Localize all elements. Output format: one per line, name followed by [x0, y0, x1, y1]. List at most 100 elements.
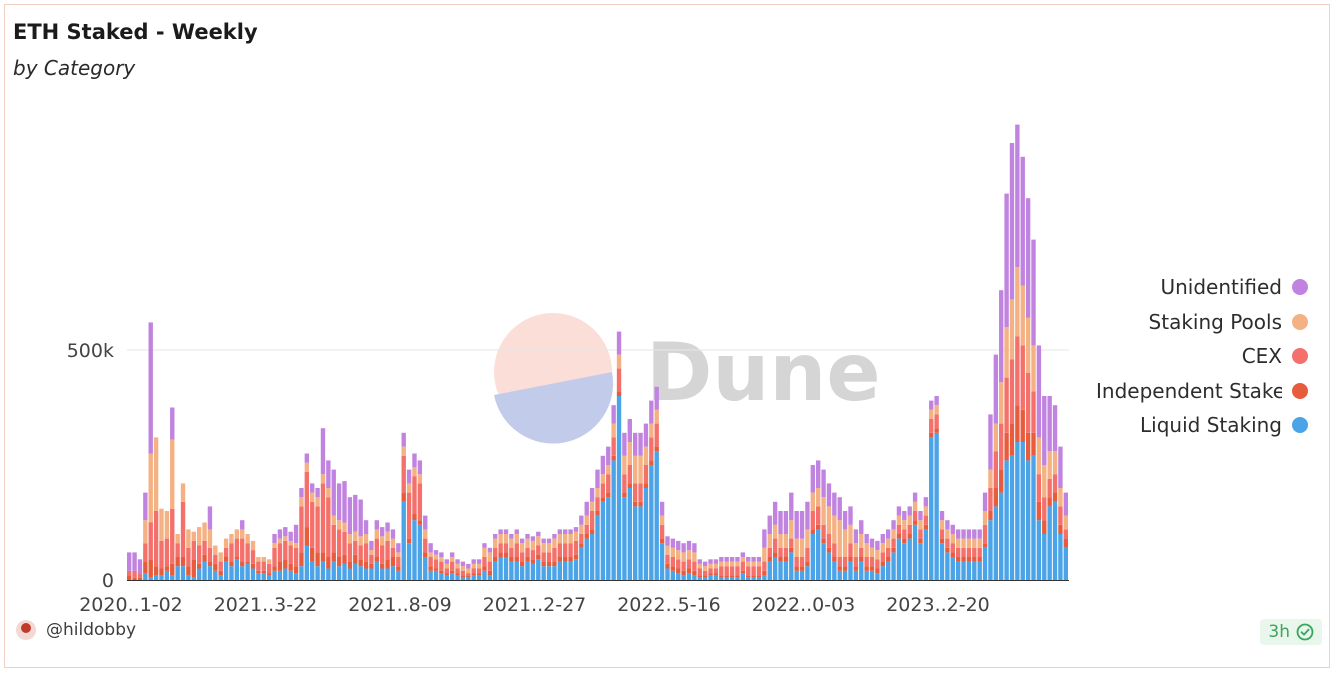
bar-segment: [665, 568, 670, 580]
bar-segment: [789, 520, 794, 539]
legend-item[interactable]: Staking Pools: [1048, 305, 1308, 340]
bar-segment: [810, 529, 816, 534]
bar-segment: [805, 566, 810, 580]
bar-segment: [449, 557, 455, 562]
bar-segment: [923, 506, 929, 516]
bar-segment: [622, 455, 627, 475]
bar-segment: [164, 538, 170, 567]
bar-segment: [541, 566, 546, 580]
bar-segment: [509, 534, 514, 539]
bar-segment: [659, 524, 665, 539]
bar-segment: [202, 554, 207, 562]
bar-segment: [681, 543, 686, 553]
bar-segment: [676, 550, 681, 560]
bar-segment: [918, 511, 923, 521]
bar-segment: [702, 575, 708, 578]
bar-segment: [632, 506, 638, 580]
bar-segment: [143, 492, 148, 521]
refresh-time: 3h: [1268, 622, 1290, 642]
bar-segment: [853, 570, 859, 580]
bar-segment: [186, 529, 191, 548]
bar-segment: [557, 529, 563, 534]
bar-segment: [767, 515, 772, 534]
bar-segment: [579, 543, 584, 548]
bar-segment: [837, 497, 842, 521]
bar-segment: [552, 534, 557, 539]
bar-segment: [729, 557, 735, 562]
legend-item[interactable]: Liquid Staking: [1048, 408, 1308, 443]
bar-segment: [719, 577, 724, 580]
legend-label: Independent Staker: [1096, 378, 1282, 403]
bar-segment: [466, 563, 471, 569]
bar-segment: [853, 566, 859, 571]
x-tick-label: 2021..3-22: [214, 594, 318, 616]
legend-dot-icon: [1292, 313, 1308, 330]
bar-segment: [503, 557, 509, 580]
bar-segment: [1042, 465, 1047, 498]
bar-segment: [336, 529, 342, 557]
bar-segment: [385, 531, 390, 541]
bar-segment: [902, 543, 907, 580]
bar-segment: [127, 575, 132, 580]
bar-segment: [444, 573, 449, 576]
bar-segment: [982, 492, 988, 511]
bar-segment: [708, 559, 713, 564]
bar-segment: [600, 455, 606, 475]
bar-segment: [810, 465, 816, 493]
bar-segment: [740, 570, 746, 574]
bar-segment: [638, 483, 643, 502]
bar-segment: [751, 577, 756, 580]
bar-segment: [686, 550, 692, 560]
bar-segment: [256, 557, 261, 562]
bar-segment: [988, 469, 993, 488]
bar-segment: [772, 557, 778, 580]
bar-segment: [342, 522, 347, 532]
bar-segment: [842, 557, 848, 567]
bar-segment: [934, 414, 939, 429]
bar-segment: [649, 437, 654, 461]
author-link[interactable]: @hildobby: [16, 620, 136, 640]
bar-segment: [196, 527, 202, 546]
bar-segment: [606, 446, 611, 465]
bar-segment: [170, 575, 175, 580]
bar-segment: [799, 557, 805, 567]
bar-segment: [347, 568, 353, 580]
bar-segment: [218, 575, 223, 580]
bar-segment: [299, 488, 304, 498]
bar-segment: [923, 524, 929, 530]
bar-segment: [912, 501, 918, 511]
legend-item[interactable]: Independent Staker: [1048, 374, 1308, 409]
bar-segment: [417, 524, 423, 580]
bar-segment: [293, 547, 299, 567]
bar-segment: [530, 550, 536, 560]
bar-segment: [589, 488, 595, 502]
legend-item[interactable]: Unidentified: [1048, 270, 1308, 305]
bar-segment: [170, 563, 175, 576]
bar-segment: [939, 529, 945, 539]
legend-item[interactable]: CEX: [1048, 339, 1308, 374]
bar-segment: [724, 566, 729, 576]
bar-segment: [735, 557, 740, 562]
bar-segment: [159, 508, 164, 541]
bar-segment: [573, 554, 579, 560]
bar-segment: [821, 469, 826, 498]
bar-segment: [972, 561, 977, 580]
bar-segment: [783, 561, 789, 580]
bar-segment: [223, 557, 229, 562]
bar-segment: [460, 577, 466, 580]
bar-segment: [466, 575, 471, 578]
bar-segment: [848, 561, 853, 580]
bar-segment: [729, 575, 735, 578]
bar-segment: [869, 566, 875, 571]
bar-segment: [832, 515, 837, 544]
bar-segment: [326, 460, 331, 488]
bar-segment: [175, 534, 180, 544]
bar-segment: [999, 423, 1004, 470]
bar-segment: [606, 474, 611, 493]
bar-segment: [460, 566, 466, 571]
refresh-badge[interactable]: 3h: [1260, 619, 1322, 645]
bar-segment: [1025, 373, 1031, 433]
bar-segment: [143, 543, 148, 562]
bar-segment: [573, 540, 579, 555]
